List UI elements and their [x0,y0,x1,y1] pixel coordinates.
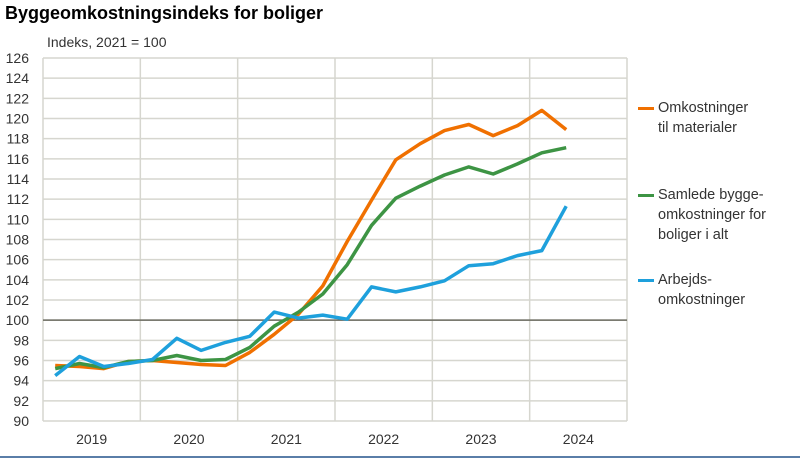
y-tick-label: 100 [6,312,30,328]
y-tick-label: 96 [13,353,29,369]
x-tick-label: 2020 [173,431,204,447]
legend-label-line: omkostninger [658,292,746,308]
y-tick-label: 106 [6,252,30,268]
y-tick-label: 108 [6,232,30,248]
legend-swatch [638,194,654,197]
y-tick-label: 110 [7,211,30,227]
y-tick-label: 116 [7,151,30,167]
x-tick-label: 2021 [271,431,302,447]
legend-label-line: Arbejds- [658,272,712,288]
legend-label-line: Samlede bygge- [658,187,764,203]
legend-label-line: Omkostninger [658,100,749,116]
legend-label-line: til materialer [658,120,737,136]
y-tick-label: 120 [6,111,30,127]
x-tick-label: 2024 [563,431,594,447]
x-tick-label: 2022 [368,431,399,447]
y-tick-label: 90 [13,413,29,429]
legend-entry: Omkostninger til materialer [658,98,798,138]
legend-label-line: omkostninger for [658,207,766,223]
legend-entry: Arbejds-omkostninger [658,270,798,310]
y-tick-label: 94 [13,373,29,389]
bottom-divider [0,456,800,458]
legend-label-line: boliger i alt [658,227,729,243]
y-tick-label: 122 [6,90,30,106]
y-tick-label: 118 [7,131,30,147]
series-line-1 [54,145,567,371]
y-tick-label: 98 [13,332,29,348]
legend-swatch [638,279,654,282]
y-tick-label: 114 [7,171,30,187]
x-tick-label: 2023 [465,431,496,447]
y-tick-label: 126 [6,50,30,66]
y-tick-label: 124 [6,70,30,86]
y-tick-label: 102 [6,292,30,308]
x-tick-label: 2019 [76,431,107,447]
y-tick-label: 104 [6,272,30,288]
y-tick-label: 112 [7,191,30,207]
legend-swatch [638,107,654,110]
y-tick-label: 92 [13,393,29,409]
legend-entry: Samlede bygge-omkostninger for boliger i … [658,185,798,245]
y-axis-label: Indeks, 2021 = 100 [47,34,167,50]
series-line-2 [54,205,568,377]
chart-title: Byggeomkostningsindeks for boliger [5,3,324,23]
